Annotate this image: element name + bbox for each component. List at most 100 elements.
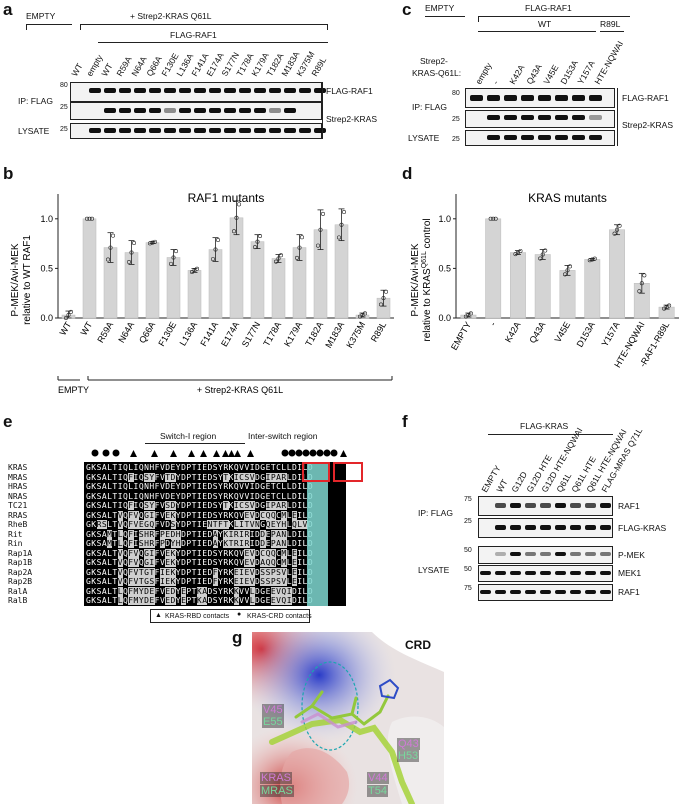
x-tick-label: V45E [553,320,573,344]
residue: Y [218,529,224,539]
residue: K [91,529,97,539]
residue: T [112,501,118,510]
rbd-contact-marker [234,450,241,457]
x-tick-label: F141A [198,320,220,348]
wt-label: WT [538,19,552,29]
residue: V [281,567,287,577]
residue: K [233,596,240,605]
residue: A [101,596,108,605]
band-raf1-lysate [600,590,611,594]
residue: K [91,596,97,605]
residue: E [165,567,171,577]
residue: D [255,539,261,548]
band-lysate [572,135,585,140]
data-point [493,216,498,221]
empty-label: EMPTY [26,11,56,21]
residue: L [286,463,292,472]
residue: S [101,520,108,529]
crd-contact-marker [302,449,310,457]
data-point [642,273,647,278]
data-point [587,258,592,263]
residue: D [291,491,298,501]
residue: I [249,539,255,548]
residue: I [159,577,166,586]
data-point [211,257,216,262]
residue: A [101,539,108,548]
band-mek1 [570,571,581,575]
residue: V [159,558,166,567]
residue: P [186,539,192,548]
residue: V [302,520,308,529]
residue: T [112,463,118,472]
residue: D [181,501,187,510]
residue: V [133,510,139,520]
residue: Q [265,510,271,520]
data-point [617,223,622,228]
data-point [148,241,153,246]
residue: V [133,520,139,529]
residue: T [191,510,197,520]
residue: S [96,472,102,482]
residue: Y [218,510,224,520]
residue: E [202,501,208,510]
residue: E [233,567,240,577]
residue: I [159,567,166,577]
band-raf1 [254,88,266,93]
band-raf1 [504,95,517,101]
residue: V [159,596,166,605]
sequence-row: GKSALTIQLIQNHFVDEYDPTIEDSYRKQVVIDGETCLLD… [86,482,313,491]
residue: A [101,472,108,482]
residue: S [212,510,219,520]
band-kras [194,108,206,113]
residue: G [86,529,92,539]
residue: F [154,463,160,472]
panel-label-e: e [3,412,13,431]
residue: D [255,596,261,605]
residue: A [101,482,108,491]
residue: V [244,463,250,472]
residue: Q [138,501,145,510]
band-ip-raf1 [570,503,581,508]
band-raf1 [104,88,116,93]
band-ip-raf1 [540,503,551,508]
residue: L [107,577,113,586]
residue: I [149,510,155,520]
residue: V [249,510,255,520]
residue: E [202,463,208,472]
sequence-row: GKSALTVQFVTGSFIEKYDPTIEDFYRKEIEVDSSPSVLE… [86,577,313,586]
residue: I [286,586,292,596]
residue: F [128,596,134,605]
residue: D [207,596,213,605]
raf1-band-label: FLAG-RAF1 [326,86,373,96]
band-pmek [525,552,536,556]
residue: I [133,463,139,472]
sequence-name: Rap1A [8,548,33,558]
residue: P [186,548,192,558]
band-lysate [134,128,146,133]
residue: S [165,501,171,510]
band-ip-kras [555,525,566,530]
residue: T [191,586,197,596]
rbd-contact-marker [247,450,254,457]
residue: Q [122,539,129,548]
data-point [132,241,137,246]
residue: I [239,529,245,539]
residue: F [212,577,219,586]
residue: D [207,577,213,586]
residue: S [260,567,266,577]
data-point [362,311,367,316]
band-pmek [540,552,551,556]
x-tick-label: - [488,320,498,328]
residue: I [196,567,203,577]
band-raf1-lysate [585,590,596,594]
residue: Q [122,596,129,605]
residue: V [117,567,123,577]
q43-label: Q43 [397,738,420,750]
sequence-name: RheB [8,520,28,529]
residue: E [265,463,271,472]
residue: K [91,520,97,529]
residue: L [302,596,308,605]
residue: K [91,586,97,596]
residue: Q [138,558,145,567]
crd-contact-marker [323,449,331,457]
